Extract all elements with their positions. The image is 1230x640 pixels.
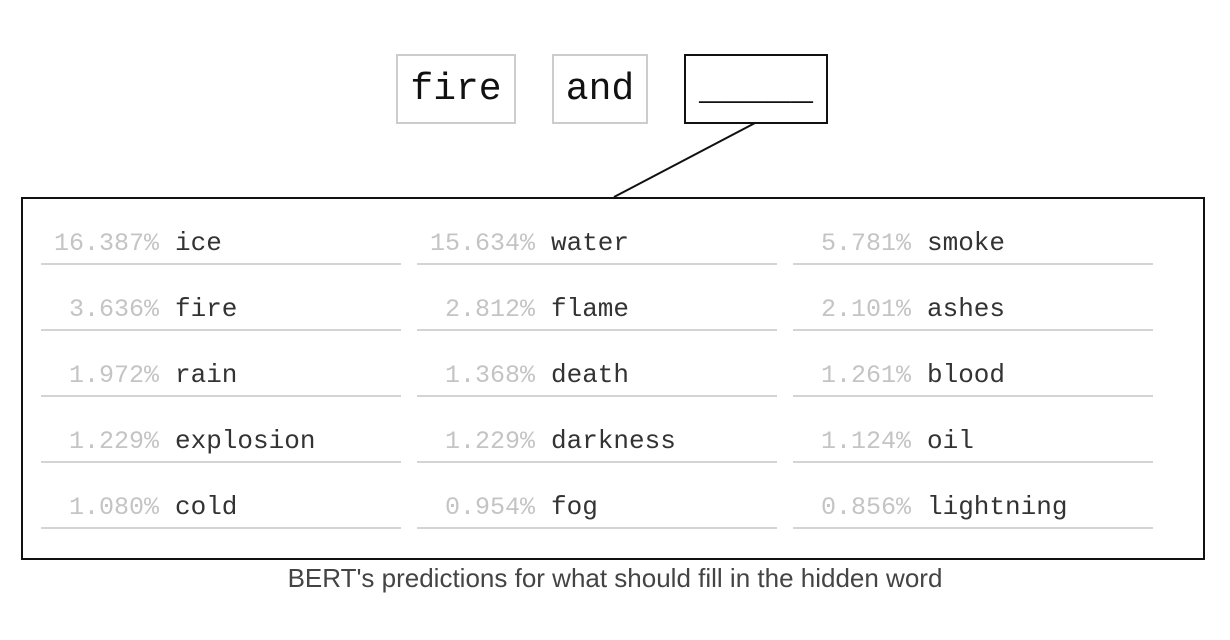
prediction-word: rain [175,360,238,390]
prediction-percent: 1.972% [68,361,159,390]
prediction-word: water [551,228,630,258]
prediction-percent: 2.101% [820,295,911,324]
prediction-percent: 3.636% [68,295,159,324]
prediction-percent: 1.229% [444,427,535,456]
prediction-word: fire [175,294,238,324]
prediction-percent: 2.812% [444,295,535,324]
prediction-word: explosion [175,426,316,456]
prediction-item: 1.080% cold [41,463,401,529]
prediction-item: 2.812% flame [417,265,777,331]
prediction-percent: 1.261% [820,361,911,390]
prediction-percent: 1.368% [444,361,535,390]
figure-caption: BERT's predictions for what should fill … [287,563,943,593]
prediction-percent: 0.856% [820,493,911,522]
prediction-item: 3.636% fire [41,265,401,331]
prediction-percent: 0.954% [444,493,535,522]
prediction-item: 2.101% ashes [793,265,1153,331]
prediction-item: 0.856% lightning [793,463,1153,529]
predictions-panel: 16.387% ice 15.634% water 5.781% smoke 3.636% f… [21,197,1205,560]
prediction-item: 1.972% rain [41,331,401,397]
prediction-item: 15.634% water [417,199,777,265]
prediction-word: flame [551,294,630,324]
prediction-item: 16.387% ice [41,199,401,265]
prediction-word: blood [927,360,1006,390]
prediction-word: death [551,360,630,390]
prediction-percent: 15.634% [429,229,535,258]
prediction-word: ashes [927,294,1006,324]
prediction-item: 1.229% explosion [41,397,401,463]
prediction-percent: 1.124% [820,427,911,456]
prediction-word: oil [927,426,974,456]
sentence-token-fire: fire [396,54,516,124]
prediction-item: 1.368% death [417,331,777,397]
prediction-word: cold [175,492,238,522]
masked-token: _____ [684,54,828,124]
prediction-percent: 1.080% [68,493,159,522]
prediction-item: 1.229% darkness [417,397,777,463]
prediction-percent: 5.781% [820,229,911,258]
prediction-item: 0.954% fog [417,463,777,529]
prediction-word: darkness [551,426,676,456]
prediction-word: fog [551,492,598,522]
prediction-word: ice [175,228,222,258]
prediction-item: 1.261% blood [793,331,1153,397]
prediction-percent: 16.387% [53,229,159,258]
prediction-item: 5.781% smoke [793,199,1153,265]
sentence-token-and: and [552,54,648,124]
prediction-item: 1.124% oil [793,397,1153,463]
prediction-percent: 1.229% [68,427,159,456]
prediction-word: lightning [927,492,1068,522]
prediction-word: smoke [927,228,1006,258]
